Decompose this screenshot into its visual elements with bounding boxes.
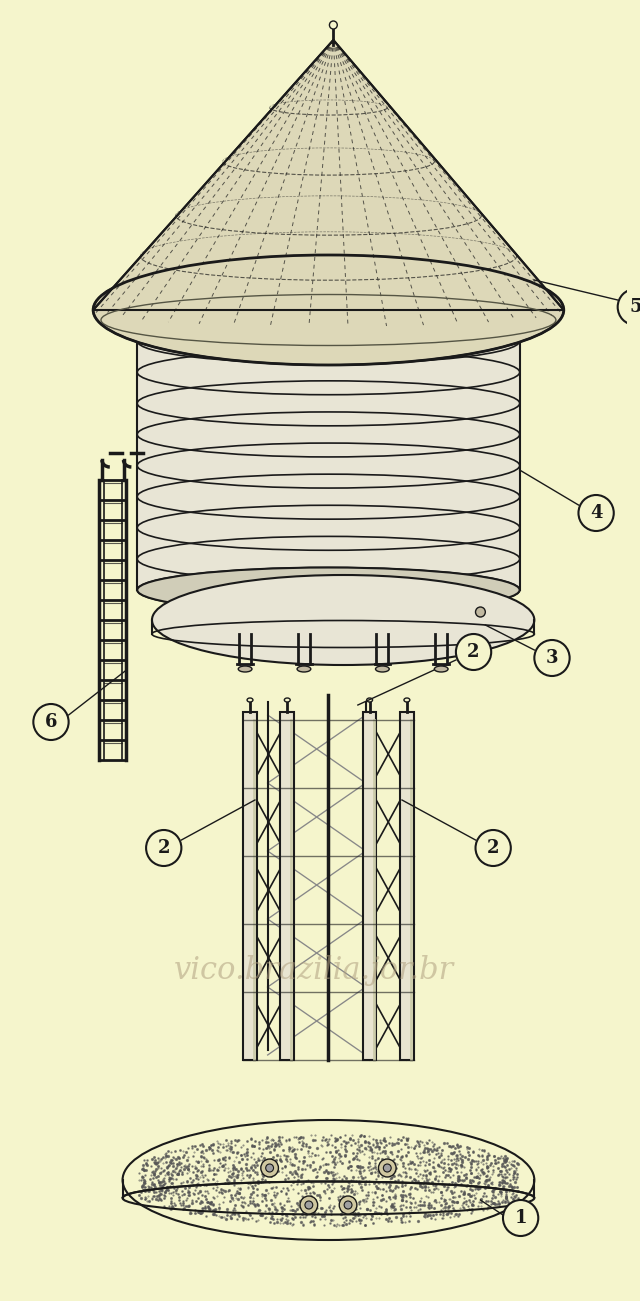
Circle shape [339,1196,357,1214]
Circle shape [456,634,492,670]
Text: vico.brazilia.jor.br: vico.brazilia.jor.br [173,955,454,985]
Circle shape [503,1200,538,1236]
FancyBboxPatch shape [363,712,376,1060]
Circle shape [378,1159,396,1177]
Ellipse shape [152,575,534,665]
Circle shape [579,494,614,531]
Circle shape [476,608,485,617]
Ellipse shape [137,567,520,613]
Ellipse shape [238,666,252,673]
Circle shape [266,1164,273,1172]
Circle shape [33,704,68,740]
Text: 2: 2 [157,839,170,857]
Ellipse shape [93,255,564,366]
Circle shape [476,830,511,866]
Polygon shape [93,40,564,310]
Ellipse shape [376,666,389,673]
FancyBboxPatch shape [400,712,413,1060]
Circle shape [344,1201,352,1209]
Circle shape [383,1164,391,1172]
Ellipse shape [435,666,448,673]
Text: 3: 3 [546,649,558,667]
Bar [137,310,520,589]
Circle shape [300,1196,317,1214]
Ellipse shape [140,290,518,330]
Circle shape [260,1159,278,1177]
Circle shape [618,289,640,325]
Text: 1: 1 [515,1209,527,1227]
Circle shape [534,640,570,677]
Ellipse shape [247,699,253,703]
Text: 2: 2 [487,839,499,857]
Ellipse shape [284,699,290,703]
Circle shape [330,21,337,29]
Text: 5: 5 [629,298,640,316]
Text: 2: 2 [467,643,480,661]
Ellipse shape [297,666,311,673]
FancyBboxPatch shape [243,712,257,1060]
Text: 4: 4 [590,503,602,522]
Circle shape [305,1201,313,1209]
Circle shape [146,830,181,866]
FancyBboxPatch shape [280,712,294,1060]
Ellipse shape [367,699,372,703]
Text: 6: 6 [45,713,57,731]
Ellipse shape [404,699,410,703]
